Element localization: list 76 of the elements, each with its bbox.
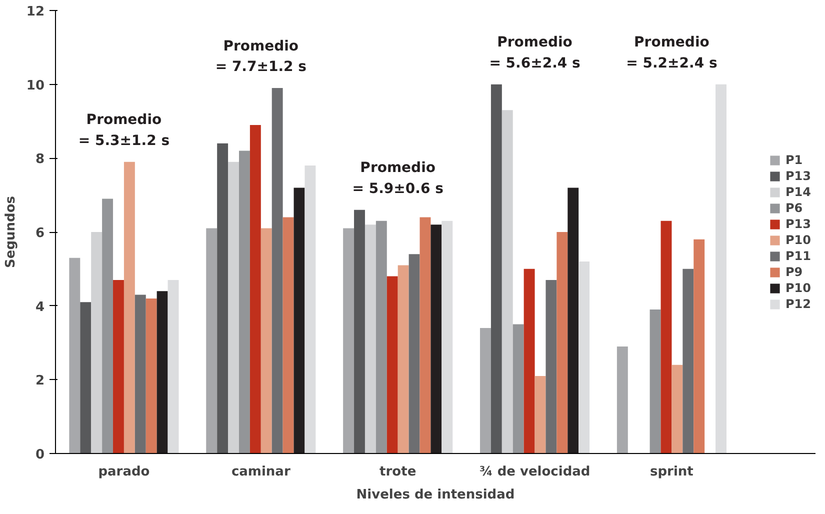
bar <box>168 280 179 454</box>
x-tick-label: ¾ de velocidad <box>479 464 590 480</box>
bar <box>69 258 80 454</box>
bar <box>524 268 535 454</box>
bar <box>238 150 250 454</box>
bar <box>376 220 387 454</box>
bar <box>80 302 92 454</box>
y-tick-label: 8 <box>35 152 44 168</box>
bar <box>354 210 365 454</box>
bar <box>113 280 124 454</box>
bar <box>343 228 354 454</box>
bar <box>124 162 135 454</box>
bar <box>294 188 305 454</box>
bar <box>146 298 157 454</box>
bar <box>568 188 579 454</box>
bar <box>660 220 672 454</box>
legend-label: P11 <box>786 248 811 262</box>
bar <box>217 143 228 454</box>
bar <box>156 291 168 454</box>
x-axis-title: Niveles de intensidad <box>356 488 515 502</box>
bar <box>490 84 502 454</box>
bar <box>250 124 261 454</box>
bar <box>272 88 283 454</box>
legend-label: P6 <box>786 200 804 214</box>
bar <box>672 364 683 454</box>
bar <box>282 217 294 454</box>
annotation: Promedio = 5.6±2.4 s <box>489 34 580 72</box>
annotation: Promedio = 7.7±1.2 s <box>215 38 306 76</box>
bar <box>616 346 628 454</box>
bar <box>91 232 102 454</box>
bar <box>398 265 409 454</box>
annotation: Promedio = 5.9±0.6 s <box>352 160 444 197</box>
bar <box>260 228 272 454</box>
x-tick-label: caminar <box>231 464 291 480</box>
x-tick-label: parado <box>98 464 150 480</box>
y-tick-label: 4 <box>35 300 44 315</box>
bar <box>408 254 420 454</box>
bar <box>546 280 557 454</box>
annotation: Promedio = 5.3±1.2 s <box>78 112 170 149</box>
legend-label: P13 <box>786 216 811 230</box>
bar <box>716 84 726 454</box>
bar <box>420 217 431 454</box>
legend-label: P10 <box>786 232 811 246</box>
bar <box>206 228 218 454</box>
legend-label: P1 <box>786 152 804 166</box>
bar <box>442 220 453 454</box>
bar <box>102 198 114 454</box>
legend-label: P12 <box>786 296 811 310</box>
legend-label: P14 <box>786 184 811 198</box>
y-tick-label: 6 <box>35 226 44 241</box>
bar <box>512 324 524 454</box>
legend-label: P9 <box>786 264 804 278</box>
y-tick-label: 0 <box>35 448 44 462</box>
y-tick-label: 12 <box>26 4 45 20</box>
bar <box>534 376 546 454</box>
bar <box>556 232 568 454</box>
bar <box>650 310 661 454</box>
bar <box>578 262 590 454</box>
bar <box>134 294 146 454</box>
bar <box>682 268 694 454</box>
bar <box>430 224 442 454</box>
bar <box>694 239 705 454</box>
y-tick-label: 2 <box>35 374 44 389</box>
x-tick-label: sprint <box>650 464 694 480</box>
bar <box>386 276 398 454</box>
bar <box>364 224 376 454</box>
legend-label: P13 <box>786 168 811 182</box>
bar <box>502 110 513 454</box>
bar <box>304 166 316 454</box>
y-axis-title: Segundos <box>3 196 18 268</box>
legend-label: P10 <box>786 280 811 294</box>
bar <box>228 162 239 454</box>
annotation: Promedio = 5.2±2.4 s <box>626 34 718 72</box>
y-tick-label: 10 <box>26 78 45 94</box>
bar <box>480 328 491 454</box>
x-tick-label: trote <box>380 464 416 480</box>
